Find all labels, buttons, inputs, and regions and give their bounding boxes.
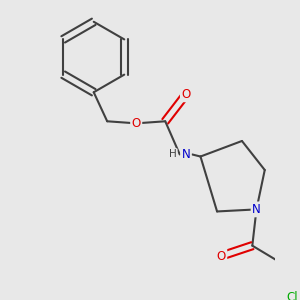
Text: O: O	[132, 117, 141, 130]
Text: O: O	[181, 88, 190, 101]
Text: N: N	[252, 203, 261, 216]
Text: N: N	[182, 148, 190, 161]
Text: H: H	[169, 149, 176, 160]
Text: Cl: Cl	[286, 291, 298, 300]
Text: O: O	[217, 250, 226, 262]
